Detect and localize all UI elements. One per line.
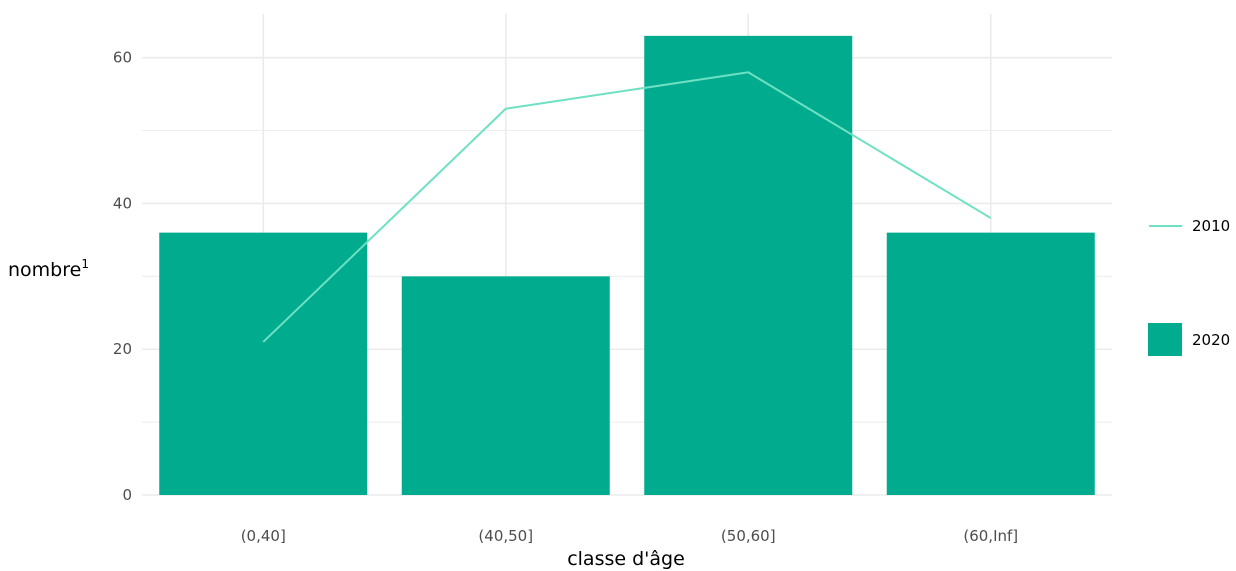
bar-2020-1 xyxy=(401,276,610,495)
y-tick-label: 0 xyxy=(122,486,132,504)
x-axis-ticks: (0,40] (40,50] (50,60] (60,Inf] xyxy=(241,527,1018,545)
bar-2020-3 xyxy=(886,232,1095,496)
legend-label-2010: 2010 xyxy=(1192,217,1230,235)
y-tick-label: 20 xyxy=(113,340,132,358)
x-tick-label: (50,60] xyxy=(721,527,776,545)
bar-2020-2 xyxy=(644,35,853,495)
x-tick-label: (40,50] xyxy=(478,527,533,545)
x-tick-label: (60,Inf] xyxy=(963,527,1018,545)
legend-key-2020 xyxy=(1148,323,1182,356)
x-tick-label: (0,40] xyxy=(241,527,286,545)
y-axis-title: nombre1 xyxy=(8,257,89,281)
bar-series-2020 xyxy=(159,35,1095,496)
x-axis-title: classe d'âge xyxy=(567,548,685,570)
legend-label-2020: 2020 xyxy=(1192,331,1230,349)
line-series-2010 xyxy=(262,71,992,343)
legend: 2010 2020 xyxy=(1148,217,1230,356)
y-axis-title-superscript: 1 xyxy=(81,257,89,271)
y-axis-ticks: 0 20 40 60 xyxy=(113,49,132,504)
line-2010 xyxy=(262,71,992,343)
y-tick-label: 60 xyxy=(113,49,132,67)
y-axis-title-text: nombre xyxy=(8,259,81,281)
y-tick-label: 40 xyxy=(113,194,132,212)
